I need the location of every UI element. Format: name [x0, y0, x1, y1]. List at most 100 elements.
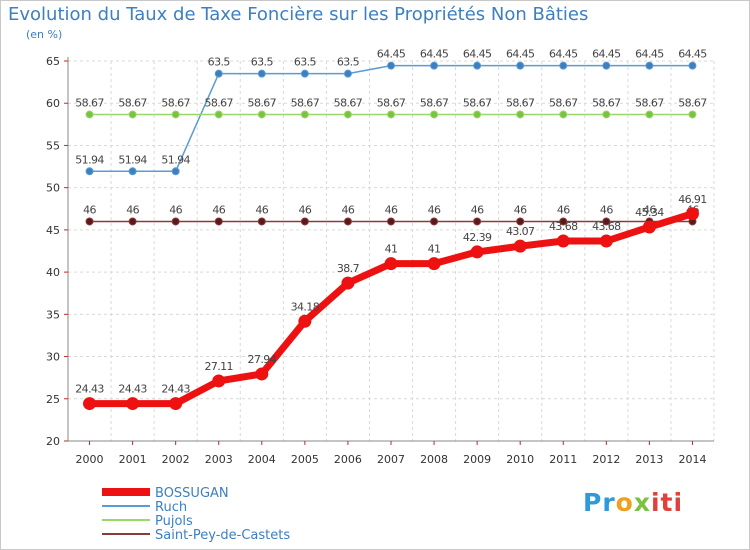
axes: 20 25 30 35 40 45 50 55 60 65 2000 2001 2002 2003 2004…: [46, 55, 714, 466]
point-pujols: [559, 110, 568, 119]
data-label-saint-pey-de-castets: 46: [557, 203, 570, 216]
x-tick-label: 2010: [506, 453, 534, 466]
data-label-ruch: 64.45: [678, 48, 707, 61]
point-bossugan: [83, 397, 97, 411]
point-ruch: [214, 69, 223, 78]
y-tick-label: 25: [46, 393, 60, 406]
x-tick-label: 2013: [635, 453, 663, 466]
data-label-bossugan: 45.34: [635, 206, 664, 219]
point-bossugan: [169, 397, 183, 411]
point-bossugan: [212, 374, 226, 388]
data-label-ruch: 63.5: [337, 56, 360, 69]
y-tick-label: 55: [46, 139, 60, 152]
y-tick-label: 65: [46, 55, 60, 68]
data-label-bossugan: 24.43: [161, 383, 190, 396]
data-label-saint-pey-de-castets: 46: [600, 203, 613, 216]
y-tick-label: 50: [46, 182, 60, 195]
data-label-pujols: 58.67: [161, 96, 190, 109]
point-saint-pey-de-castets: [300, 217, 309, 226]
data-label-bossugan: 41: [385, 243, 398, 256]
point-pujols: [128, 110, 137, 119]
data-label-bossugan: 24.43: [118, 383, 147, 396]
data-label-ruch: 64.45: [635, 48, 664, 61]
data-label-ruch: 51.94: [161, 153, 190, 166]
logo-part-4: iti: [650, 488, 684, 517]
data-label-saint-pey-de-castets: 46: [471, 203, 484, 216]
point-ruch: [430, 61, 439, 70]
point-pujols: [387, 110, 395, 119]
chart-title: Evolution du Taux de Taxe Foncière sur l…: [8, 4, 589, 25]
y-tick-label: 45: [46, 224, 60, 237]
point-bossugan: [642, 220, 656, 234]
point-bossugan: [255, 367, 269, 381]
point-bossugan: [599, 234, 613, 248]
data-label-saint-pey-de-castets: 46: [169, 203, 182, 216]
point-pujols: [688, 110, 697, 119]
point-saint-pey-de-castets: [257, 217, 266, 226]
legend-label-ruch: Ruch: [155, 500, 187, 515]
point-saint-pey-de-castets: [473, 217, 482, 226]
point-ruch: [516, 61, 525, 70]
x-tick-label: 2002: [162, 453, 190, 466]
data-label-pujols: 58.67: [334, 96, 363, 109]
data-label-pujols: 58.67: [377, 96, 406, 109]
point-ruch: [602, 61, 611, 70]
data-label-saint-pey-de-castets: 46: [643, 203, 656, 216]
data-label-saint-pey-de-castets: 46: [385, 203, 398, 216]
proxiti-logo: Proxiti: [583, 488, 683, 517]
data-label-bossugan: 43.68: [592, 220, 621, 233]
y-tick-label: 60: [46, 97, 60, 110]
x-tick-label: 2009: [463, 453, 491, 466]
x-tick-label: 2011: [549, 453, 577, 466]
point-ruch: [85, 167, 94, 176]
point-ruch: [343, 69, 352, 78]
x-tick-label: 2007: [377, 453, 405, 466]
point-saint-pey-de-castets: [343, 217, 352, 226]
point-ruch: [387, 61, 395, 70]
point-ruch: [559, 61, 568, 70]
y-tick-label: 30: [46, 351, 60, 364]
point-saint-pey-de-castets: [430, 217, 439, 226]
data-label-bossugan: 43.68: [549, 220, 578, 233]
point-bossugan: [685, 207, 699, 221]
x-tick-label: 2008: [420, 453, 448, 466]
data-label-ruch: 64.45: [377, 48, 406, 61]
point-pujols: [602, 110, 611, 119]
data-label-saint-pey-de-castets: 46: [212, 203, 225, 216]
point-saint-pey-de-castets: [559, 217, 568, 226]
point-pujols: [430, 110, 439, 119]
data-label-bossugan: 24.43: [75, 383, 104, 396]
point-ruch: [257, 69, 266, 78]
data-label-bossugan: 41: [428, 243, 441, 256]
data-label-bossugan: 38.7: [337, 262, 360, 275]
data-label-pujols: 58.67: [248, 96, 277, 109]
data-label-ruch: 51.94: [118, 153, 147, 166]
y-tick-label: 35: [46, 308, 60, 321]
data-label-bossugan: 46.91: [678, 193, 707, 206]
data-label-ruch: 64.45: [463, 48, 492, 61]
point-pujols: [473, 110, 482, 119]
data-label-bossugan: 27.11: [204, 360, 233, 373]
data-label-saint-pey-de-castets: 46: [342, 203, 355, 216]
legend-label-saint-pey-de-castets: Saint-Pey-de-Castets: [155, 528, 290, 543]
point-saint-pey-de-castets: [387, 217, 395, 226]
data-label-pujols: 58.67: [291, 96, 320, 109]
x-tick-label: 2006: [334, 453, 362, 466]
unit-label: (en %): [26, 28, 63, 41]
x-tick-label: 2000: [76, 453, 104, 466]
data-label-saint-pey-de-castets: 46: [514, 203, 527, 216]
x-tick-label: 2012: [592, 453, 620, 466]
data-label-ruch: 64.45: [506, 48, 535, 61]
legend-label-pujols: Pujols: [155, 514, 193, 529]
data-label-pujols: 58.67: [204, 96, 233, 109]
data-label-saint-pey-de-castets: 46: [83, 203, 96, 216]
data-label-pujols: 58.67: [549, 96, 578, 109]
data-label-ruch: 63.5: [294, 56, 317, 69]
data-label-ruch: 64.45: [420, 48, 449, 61]
point-saint-pey-de-castets: [214, 217, 223, 226]
data-label-saint-pey-de-castets: 46: [255, 203, 268, 216]
point-bossugan: [556, 234, 570, 248]
